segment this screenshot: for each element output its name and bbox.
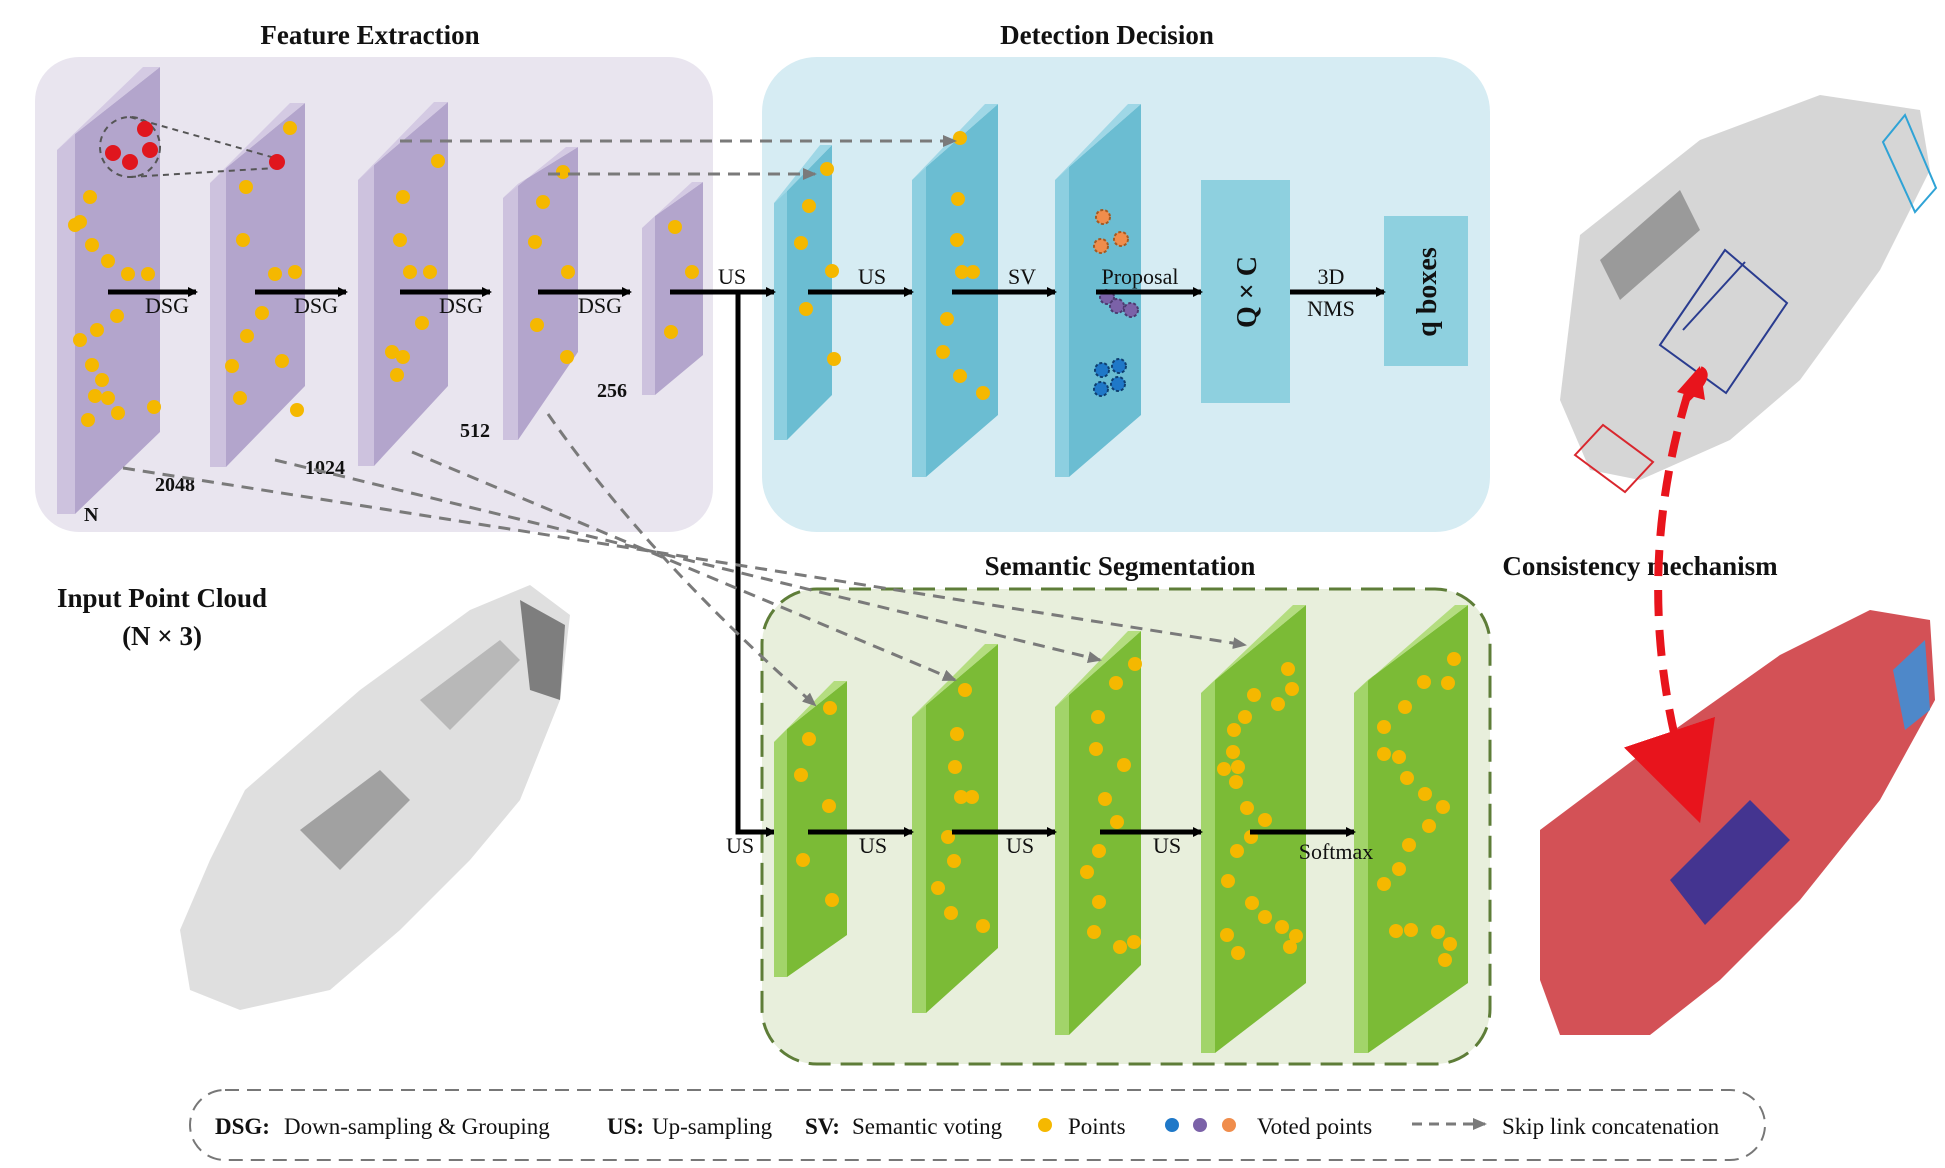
segmentation-point-cloud [1540,610,1935,1035]
us-label: US [1153,833,1181,858]
feature-points [68,121,699,427]
seed-point [269,154,285,170]
detected-box-red [1573,423,1655,494]
legend-voted-purple [1193,1118,1207,1132]
voted-points [1093,209,1139,397]
legend-box [189,1089,1766,1161]
detection-decision-title: Detection Decision [1000,20,1214,50]
consistency-mechanism-title: Consistency mechanism [1502,551,1778,581]
grouping-magnifier [99,116,285,178]
semantic-segmentation-title: Semantic Segmentation [985,551,1256,581]
size-label-2048: 2048 [155,474,195,496]
proposal-label: Proposal [1102,264,1179,289]
dsg-label: DSG [145,293,189,318]
input-point-cloud-title: Input Point Cloud [57,583,267,613]
q-boxes-block [1384,216,1468,366]
consistency-arrow [1624,391,1716,824]
legend-dsg-key: DSG: [215,1114,270,1139]
legend-us-text: Up-sampling [652,1114,773,1139]
input-point-cloud [180,585,570,1010]
segmentation-connector [735,292,776,837]
legend-sv-text: Semantic voting [852,1114,1003,1139]
qc-block [1201,180,1290,403]
detected-box-blue [1881,113,1938,214]
legend-dsg-text: Down-sampling & Grouping [284,1114,550,1139]
legend-sv-key: SV: [805,1114,840,1139]
us-label: US [1006,833,1034,858]
seed-point [105,145,121,161]
dsg-label: DSG [439,293,483,318]
seed-point [142,142,158,158]
feature-extraction-title: Feature Extraction [260,20,479,50]
qc-label: Q × C [1232,256,1263,328]
seed-point [122,154,138,170]
detection-points [794,131,990,400]
nms-label-top: 3D [1318,264,1345,289]
size-label-n: N [84,504,99,526]
legend-points-text: Points [1068,1114,1126,1139]
legend-point-swatch [1038,1118,1052,1132]
sv-label: SV [1008,264,1036,289]
legend-voted-blue [1165,1118,1179,1132]
us-label: US [858,264,886,289]
legend-voted-text: Voted points [1257,1114,1372,1139]
us-label: US [859,833,887,858]
detection-point-cloud [1560,95,1938,494]
us-label: US [718,264,746,289]
q-boxes-label: q boxes [1412,247,1443,337]
skip-links [122,135,1247,707]
legend-us-key: US: [607,1114,644,1139]
legend-voted-orange [1222,1118,1236,1132]
legend-skip-text: Skip link concatenation [1502,1114,1720,1139]
size-label-256: 256 [597,380,627,402]
softmax-label: Softmax [1299,839,1374,864]
size-label-512: 512 [460,420,490,442]
us-label: US [726,833,754,858]
dsg-label: DSG [578,293,622,318]
segmentation-points [794,652,1461,967]
input-point-cloud-shape: (N × 3) [122,621,202,651]
nms-label-bottom: NMS [1307,296,1355,321]
seed-point [137,121,153,137]
dsg-label: DSG [294,293,338,318]
